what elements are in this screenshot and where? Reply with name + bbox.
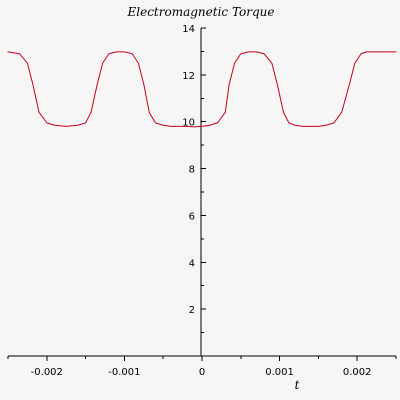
y-tick-label: 8: [189, 165, 195, 176]
x-tick-label: -0.001: [108, 367, 140, 378]
x-tick-label: -0.002: [31, 367, 63, 378]
chart-title: Electromagnetic Torque: [127, 5, 275, 19]
series-layer: [7, 51, 397, 128]
y-ticks: 2 4 6 8 10 12 14: [182, 24, 206, 334]
y-tick-label: 14: [182, 24, 195, 35]
y-tick-label: 2: [189, 305, 195, 316]
x-tick-label: 0.002: [343, 367, 372, 378]
y-tick-label: 12: [182, 71, 195, 82]
series-line-0: [7, 51, 397, 128]
x-tick-label: 0: [199, 367, 205, 378]
x-tick-label: 0.001: [265, 367, 294, 378]
x-ticks: -0.002 -0.001 0 0.001 0.002: [7, 356, 397, 378]
y-tick-label: 6: [189, 211, 195, 222]
x-axis-label: t: [295, 378, 300, 392]
y-tick-label: 4: [189, 258, 195, 269]
y-tick-label: 10: [182, 118, 195, 129]
